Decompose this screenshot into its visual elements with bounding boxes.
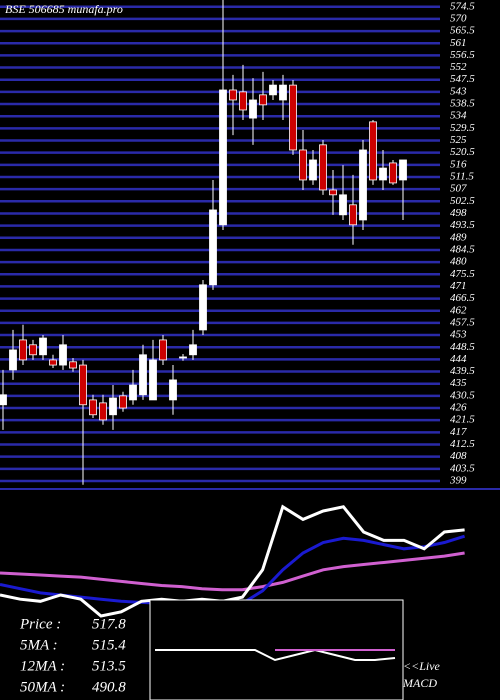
y-tick-label: 552 [450, 61, 467, 73]
candle-body [279, 84, 287, 101]
candle-body [259, 94, 267, 106]
y-tick-label: 480 [450, 256, 467, 268]
indicator-line [0, 504, 465, 618]
candle-body [149, 359, 157, 401]
candle-body [39, 337, 47, 356]
y-tick-label: 471 [450, 280, 467, 292]
candle-body [0, 394, 7, 406]
y-tick-label: 507 [450, 183, 467, 195]
y-tick-label: 399 [449, 475, 467, 487]
candle-body [79, 364, 87, 406]
y-tick-label: 466.5 [450, 292, 475, 304]
y-tick-label: 475.5 [450, 268, 475, 280]
candle-body [129, 384, 137, 401]
y-tick-label: 511.5 [450, 171, 474, 183]
y-tick-label: 417 [450, 426, 467, 438]
candle-body [159, 339, 167, 361]
candle-body [209, 209, 217, 286]
candle-body [169, 379, 177, 401]
candle-body [89, 399, 97, 416]
y-tick-label: 453 [450, 329, 467, 341]
candle-body [349, 204, 357, 226]
y-tick-label: 403.5 [450, 462, 475, 474]
y-tick-label: 534 [450, 110, 467, 122]
candle-body [189, 344, 197, 356]
candle-body [119, 395, 127, 409]
indicator-line [0, 551, 465, 592]
candle-body [59, 344, 67, 366]
candle-body [239, 91, 247, 111]
candle-body [249, 99, 257, 119]
candle-body [389, 162, 397, 184]
y-tick-label: 547.5 [450, 73, 475, 85]
candle-body [29, 344, 37, 356]
y-tick-label: 493.5 [450, 219, 475, 231]
info-label: Price : [19, 616, 61, 632]
candle-body [99, 402, 107, 421]
y-tick-label: 543 [450, 85, 467, 97]
y-tick-label: 430.5 [450, 389, 475, 401]
candle-body [319, 144, 327, 191]
candle-body [399, 159, 407, 181]
y-tick-label: 529.5 [450, 122, 475, 134]
info-value: 513.5 [92, 658, 126, 674]
y-tick-label: 462 [450, 304, 467, 316]
candle-body [309, 159, 317, 181]
y-tick-label: 439.5 [450, 365, 475, 377]
candle-body [379, 167, 387, 181]
y-tick-label: 556.5 [450, 49, 475, 61]
y-tick-label: 489 [450, 231, 467, 243]
candle-body [139, 354, 147, 396]
candle-body [229, 89, 237, 101]
y-tick-label: 561 [450, 37, 467, 49]
y-tick-label: 444 [450, 353, 467, 365]
y-tick-label: 520.5 [450, 146, 475, 158]
info-value: 517.8 [92, 616, 126, 632]
info-label: 50MA : [20, 679, 65, 695]
chart-title: BSE 506685 munafa.pro [5, 2, 123, 16]
candle-body [49, 359, 57, 366]
candle-body [299, 149, 307, 181]
info-value: 490.8 [92, 679, 126, 695]
info-label: 5MA : [20, 637, 58, 653]
candle-body [199, 284, 207, 331]
candle-body [109, 397, 117, 416]
y-tick-label: 570 [450, 12, 467, 24]
y-tick-label: 448.5 [450, 341, 475, 353]
y-tick-label: 498 [450, 207, 467, 219]
y-tick-label: 412.5 [450, 438, 475, 450]
macd-label: MACD [402, 676, 437, 690]
candle-body [219, 89, 227, 226]
y-tick-label: 457.5 [450, 316, 475, 328]
y-tick-label: 565.5 [450, 25, 475, 37]
candle-body [179, 356, 187, 359]
info-value: 515.4 [92, 637, 126, 653]
y-tick-label: 538.5 [450, 98, 475, 110]
y-tick-label: 435 [450, 377, 467, 389]
candle-body [339, 194, 347, 216]
candle-body [9, 349, 17, 371]
candle-body [359, 149, 367, 221]
y-tick-label: 408 [450, 450, 467, 462]
y-tick-label: 421.5 [450, 414, 475, 426]
y-tick-label: 525 [450, 134, 467, 146]
info-label: 12MA : [20, 658, 65, 674]
y-tick-label: 574.5 [450, 0, 475, 12]
macd-label: <<Live [403, 659, 441, 673]
candle-body [69, 361, 77, 369]
y-tick-label: 426 [450, 402, 467, 414]
y-tick-label: 516 [450, 158, 467, 170]
candle-body [329, 189, 337, 196]
candle-body [289, 84, 297, 151]
y-tick-label: 484.5 [450, 243, 475, 255]
macd-line [155, 648, 396, 662]
candle-body [369, 121, 377, 181]
y-tick-label: 502.5 [450, 195, 475, 207]
candle-body [19, 339, 27, 361]
candle-body [269, 84, 277, 96]
